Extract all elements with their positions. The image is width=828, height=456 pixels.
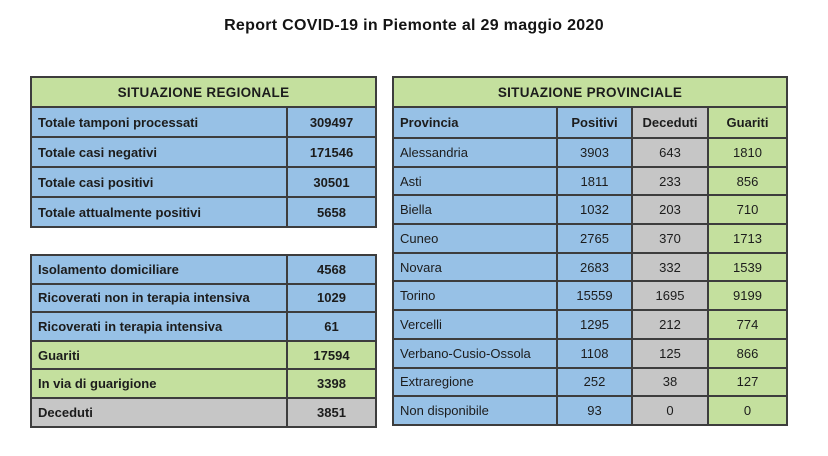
table-row: Ricoverati non in terapia intensiva 1029 <box>30 282 377 314</box>
guariti-value-cell: 774 <box>707 309 788 340</box>
province-name-cell: Asti <box>392 165 558 197</box>
table-row: Totale casi positivi 30501 <box>30 166 378 198</box>
province-name-cell: Vercelli <box>392 309 558 340</box>
deceduti-value-cell: 332 <box>631 251 709 283</box>
deceduti-value-cell: 1695 <box>631 280 709 312</box>
positivi-value-cell: 2683 <box>556 251 633 283</box>
guariti-value-cell: 866 <box>707 337 788 369</box>
positivi-value-cell: 2765 <box>556 223 633 254</box>
regional-label-cell: Guariti <box>30 339 288 371</box>
table-row: Guariti 17594 <box>30 339 377 371</box>
provincial-table: SITUAZIONE PROVINCIALE Provincia Positiv… <box>392 76 788 426</box>
regional-value-cell: 3851 <box>286 396 377 428</box>
positivi-value-cell: 1108 <box>556 337 633 369</box>
provincial-header-row: SITUAZIONE PROVINCIALE <box>392 76 788 108</box>
table-row: Asti 1811 233 856 <box>392 165 788 197</box>
positivi-value-cell: 15559 <box>556 280 633 312</box>
regional-label-cell: Totale casi negativi <box>30 136 288 168</box>
table-row: Torino 15559 1695 9199 <box>392 280 788 312</box>
table-row: Alessandria 3903 643 1810 <box>392 137 788 168</box>
guariti-value-cell: 1810 <box>707 137 788 168</box>
province-name-cell: Cuneo <box>392 223 558 254</box>
positivi-value-cell: 1295 <box>556 309 633 340</box>
regional-value-cell: 3398 <box>286 368 377 399</box>
regional-value-cell: 309497 <box>285 106 378 138</box>
regional-value-cell: 5658 <box>285 196 378 228</box>
deceduti-value-cell: 38 <box>631 366 709 398</box>
deceduti-value-cell: 125 <box>631 337 709 369</box>
provincial-column-header-row: Provincia Positivi Deceduti Guariti <box>392 106 788 139</box>
table-row: Cuneo 2765 370 1713 <box>392 223 788 254</box>
positivi-value-cell: 252 <box>556 366 633 398</box>
province-name-cell: Biella <box>392 194 558 226</box>
deceduti-value-cell: 643 <box>631 137 709 168</box>
regional-table-bottom: Isolamento domiciliare 4568 Ricoverati n… <box>30 254 377 428</box>
regional-value-cell: 4568 <box>286 254 377 285</box>
report-body: SITUAZIONE REGIONALE Totale tamponi proc… <box>29 76 788 428</box>
table-row: Totale tamponi processati 309497 <box>30 106 378 138</box>
province-name-cell: Alessandria <box>392 137 558 168</box>
provincial-section: SITUAZIONE PROVINCIALE Provincia Positiv… <box>392 76 788 428</box>
report-title: Report COVID-19 in Piemonte al 29 maggio… <box>224 17 604 34</box>
table-row: Totale casi negativi 171546 <box>30 136 378 168</box>
regional-header: SITUAZIONE REGIONALE <box>29 76 378 108</box>
positivi-value-cell: 1811 <box>556 165 633 197</box>
guariti-value-cell: 856 <box>707 165 788 197</box>
deceduti-value-cell: 233 <box>631 165 709 197</box>
guariti-value-cell: 9199 <box>707 280 788 312</box>
table-row: Totale attualmente positivi 5658 <box>30 196 378 228</box>
table-row: Deceduti 3851 <box>30 396 377 428</box>
regional-value-cell: 171546 <box>285 136 378 168</box>
regional-value-cell: 30501 <box>285 166 378 198</box>
column-header-guariti: Guariti <box>707 106 788 139</box>
deceduti-value-cell: 370 <box>631 223 709 254</box>
table-row: Isolamento domiciliare 4568 <box>30 254 377 285</box>
positivi-value-cell: 3903 <box>556 137 633 168</box>
regional-label-cell: Totale casi positivi <box>30 166 288 198</box>
regional-value-cell: 17594 <box>286 339 377 371</box>
deceduti-value-cell: 203 <box>631 194 709 226</box>
regional-table-top: SITUAZIONE REGIONALE Totale tamponi proc… <box>29 76 378 228</box>
deceduti-value-cell: 0 <box>631 395 709 426</box>
table-row: Extraregione 252 38 127 <box>392 366 788 398</box>
guariti-value-cell: 0 <box>707 395 788 426</box>
table-row: Verbano-Cusio-Ossola 1108 125 866 <box>392 337 788 369</box>
regional-table-gap <box>30 228 375 254</box>
regional-label-cell: Ricoverati in terapia intensiva <box>30 311 288 342</box>
column-header-positivi: Positivi <box>556 106 633 139</box>
regional-value-cell: 61 <box>286 311 377 342</box>
province-name-cell: Novara <box>392 251 558 283</box>
table-row: Vercelli 1295 212 774 <box>392 309 788 340</box>
regional-label-cell: In via di guarigione <box>30 368 288 399</box>
regional-label-cell: Deceduti <box>30 396 288 428</box>
regional-label-cell: Isolamento domiciliare <box>30 254 288 285</box>
table-row: Ricoverati in terapia intensiva 61 <box>30 311 377 342</box>
column-header-provincia: Provincia <box>392 106 558 139</box>
regional-label-cell: Totale attualmente positivi <box>30 196 288 228</box>
province-name-cell: Verbano-Cusio-Ossola <box>392 337 558 369</box>
regional-header-row: SITUAZIONE REGIONALE <box>29 76 378 108</box>
regional-section: SITUAZIONE REGIONALE Totale tamponi proc… <box>29 76 378 428</box>
table-row: Biella 1032 203 710 <box>392 194 788 226</box>
positivi-value-cell: 93 <box>556 395 633 426</box>
table-row: In via di guarigione 3398 <box>30 368 377 399</box>
table-row: Non disponibile 93 0 0 <box>392 395 788 426</box>
guariti-value-cell: 127 <box>707 366 788 398</box>
column-header-deceduti: Deceduti <box>631 106 709 139</box>
guariti-value-cell: 1713 <box>707 223 788 254</box>
province-name-cell: Extraregione <box>392 366 558 398</box>
guariti-value-cell: 1539 <box>707 251 788 283</box>
table-row: Novara 2683 332 1539 <box>392 251 788 283</box>
regional-label-cell: Totale tamponi processati <box>30 106 288 138</box>
province-name-cell: Non disponibile <box>392 395 558 426</box>
deceduti-value-cell: 212 <box>631 309 709 340</box>
positivi-value-cell: 1032 <box>556 194 633 226</box>
provincial-header: SITUAZIONE PROVINCIALE <box>392 76 788 108</box>
province-name-cell: Torino <box>392 280 558 312</box>
regional-value-cell: 1029 <box>286 282 377 314</box>
regional-label-cell: Ricoverati non in terapia intensiva <box>30 282 288 314</box>
guariti-value-cell: 710 <box>707 194 788 226</box>
